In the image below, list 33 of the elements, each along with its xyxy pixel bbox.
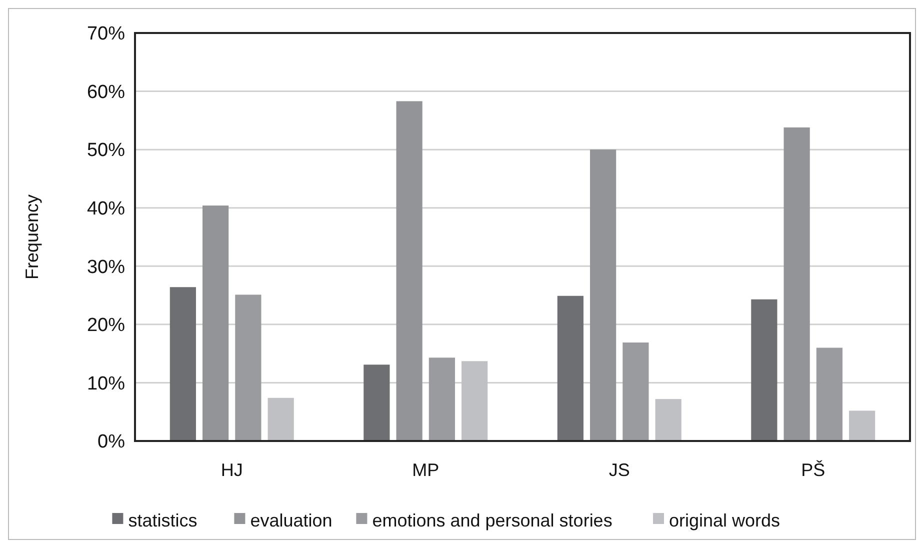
y-axis-title: Frequency [22,194,42,280]
y-tick-label: 30% [86,256,126,278]
legend-label: statistics [128,510,198,530]
bar [784,127,810,441]
y-tick-label: 10% [86,373,126,394]
x-tick-label: MP [412,460,440,480]
bar [622,342,649,441]
bar [590,150,616,441]
y-tick-label: 70% [86,24,126,45]
y-tick-label: 20% [86,315,126,336]
bar [655,399,682,441]
y-tick-label: 60% [86,82,126,103]
bar [557,296,584,441]
bar [816,348,842,441]
legend-label: emotions and personal stories [372,510,612,530]
bar [202,206,229,441]
x-tick-label: PŠ [801,460,826,480]
bar [268,398,294,441]
bar [849,410,876,441]
x-tick-label: HJ [220,460,243,480]
y-tick-label: 50% [86,140,126,162]
bar [364,364,390,441]
legend-label: evaluation [250,510,332,530]
bar [428,358,455,441]
x-tick-label: JS [608,460,630,480]
bar [235,294,262,441]
bar [170,287,196,441]
bar [396,101,422,441]
bar [751,299,778,441]
y-tick-label: 0% [98,432,126,453]
bar [462,361,488,441]
y-tick-label: 40% [86,198,126,220]
legend-label: original words [669,510,780,530]
